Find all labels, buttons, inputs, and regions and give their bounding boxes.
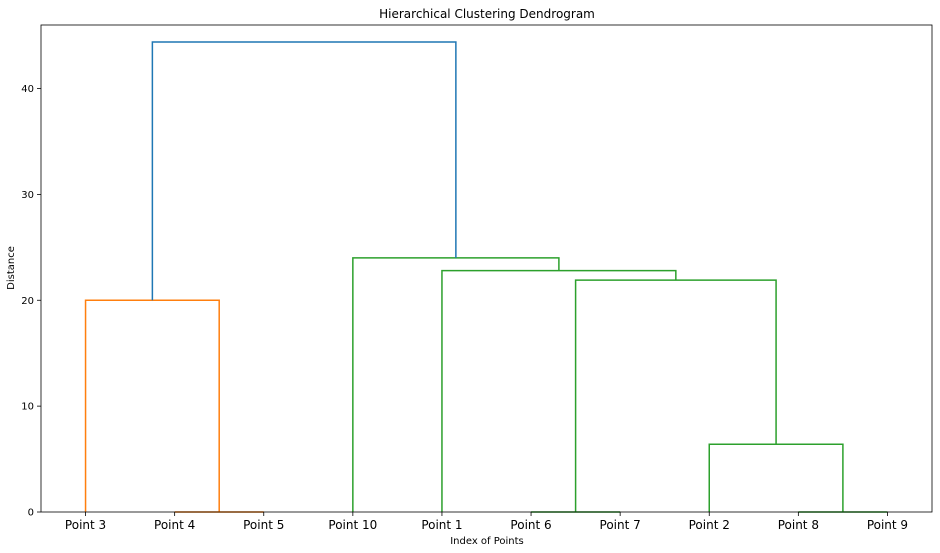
dendrogram-links (84, 41, 888, 513)
plot-frame (40, 24, 933, 513)
y-tick-label: 0 (28, 508, 34, 519)
dendrogram-link (151, 41, 457, 301)
y-tick-label: 20 (21, 296, 34, 307)
x-axis: Point 3 Point 4 Point 5 Point 10 Point 1 Poin… (65, 512, 908, 532)
y-tick-label: 40 (21, 84, 34, 95)
leaf-label: Point 2 (689, 518, 730, 532)
y-tick-label: 10 (21, 402, 34, 413)
dendrogram-link (352, 257, 560, 512)
y-axis: 0 10 20 30 40 (21, 84, 41, 519)
leaf-label: Point 7 (600, 518, 641, 532)
leaf-label: Point 6 (510, 518, 551, 532)
dendrogram-link (84, 299, 220, 512)
dendrogram-link (708, 443, 844, 512)
leaf-label: Point 5 (243, 518, 284, 532)
y-tick-label: 30 (21, 190, 34, 201)
leaf-label: Point 10 (328, 518, 377, 532)
leaf-label: Point 9 (867, 518, 908, 532)
leaf-label: Point 3 (65, 518, 106, 532)
leaf-label: Point 4 (154, 518, 195, 532)
dendrogram-link (441, 269, 677, 512)
chart-title: Hierarchical Clustering Dendrogram (379, 7, 595, 21)
y-axis-label: Distance (6, 246, 17, 290)
leaf-label: Point 1 (421, 518, 462, 532)
dendrogram-link (574, 279, 777, 512)
leaf-label: Point 8 (778, 518, 819, 532)
x-axis-label: Index of Points (450, 536, 524, 547)
